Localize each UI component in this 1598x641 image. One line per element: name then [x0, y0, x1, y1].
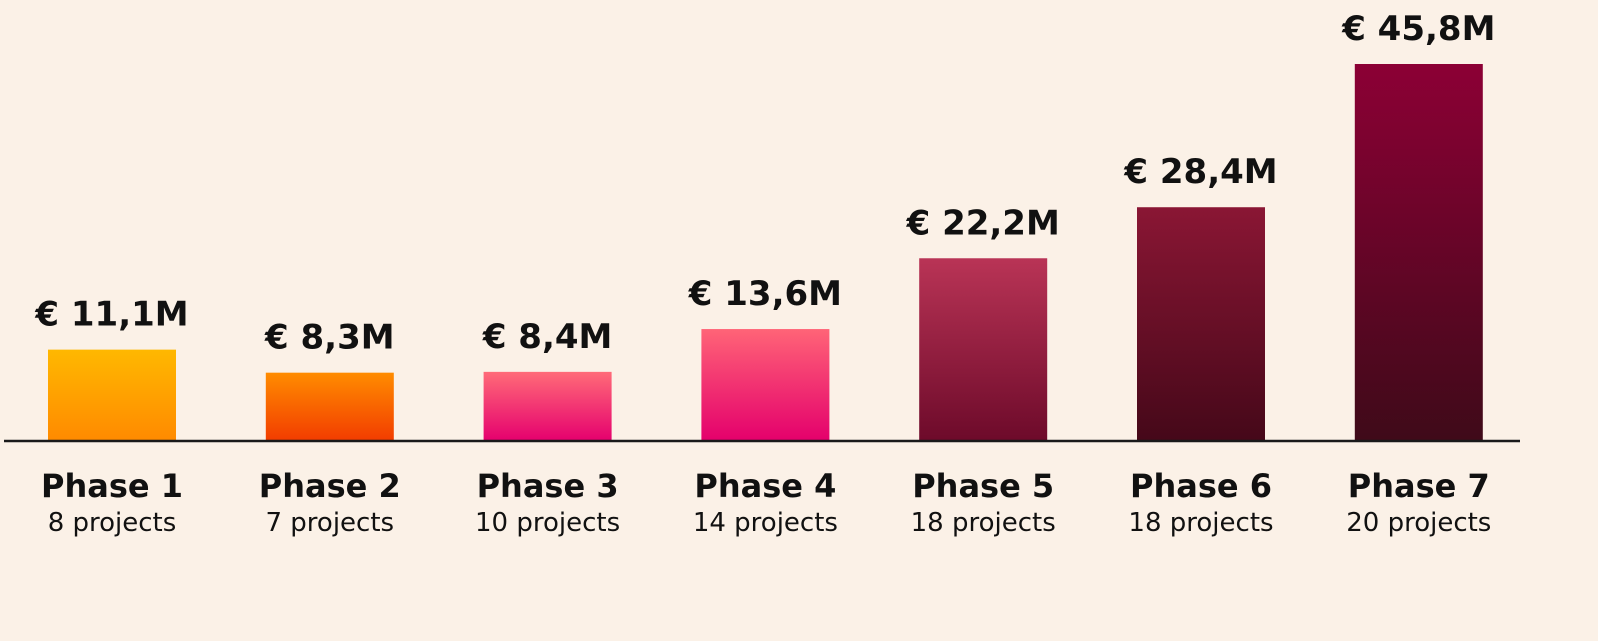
bar-phase-7 [1354, 64, 1483, 441]
project-count-label: 14 projects [693, 508, 838, 538]
project-count-label: 8 projects [48, 508, 177, 538]
bars [48, 64, 1483, 441]
value-label: € 8,4M [482, 317, 613, 357]
project-count-label: 18 projects [911, 508, 1056, 538]
bar-phase-1 [48, 349, 176, 441]
category-label: Phase 7 [1348, 467, 1490, 505]
project-count-label: 18 projects [1128, 508, 1273, 538]
category-label: Phase 1 [41, 467, 183, 505]
bar-phase-6 [1137, 207, 1265, 441]
labels: € 11,1M Phase 18 projects € 8,3M Phase 27 p… [34, 9, 1495, 538]
bar-phase-5 [919, 258, 1048, 441]
value-label: € 13,6M [688, 274, 842, 314]
bar-phase-4 [701, 329, 830, 441]
category-label: Phase 5 [912, 467, 1054, 505]
project-count-label: 20 projects [1346, 508, 1491, 538]
value-label: € 11,1M [34, 295, 188, 335]
category-label: Phase 2 [259, 467, 401, 505]
project-count-label: 7 projects [266, 508, 395, 538]
value-label: € 8,3M [264, 318, 395, 358]
value-label: € 45,8M [1341, 9, 1495, 49]
project-count-label: 10 projects [475, 508, 620, 538]
category-label: Phase 3 [477, 467, 619, 505]
category-label: Phase 4 [694, 467, 836, 505]
bar-phase-3 [483, 371, 612, 441]
value-label: € 22,2M [906, 203, 1060, 243]
value-label: € 28,4M [1123, 152, 1277, 192]
bar-phase-2 [265, 372, 394, 441]
category-label: Phase 6 [1130, 467, 1272, 505]
